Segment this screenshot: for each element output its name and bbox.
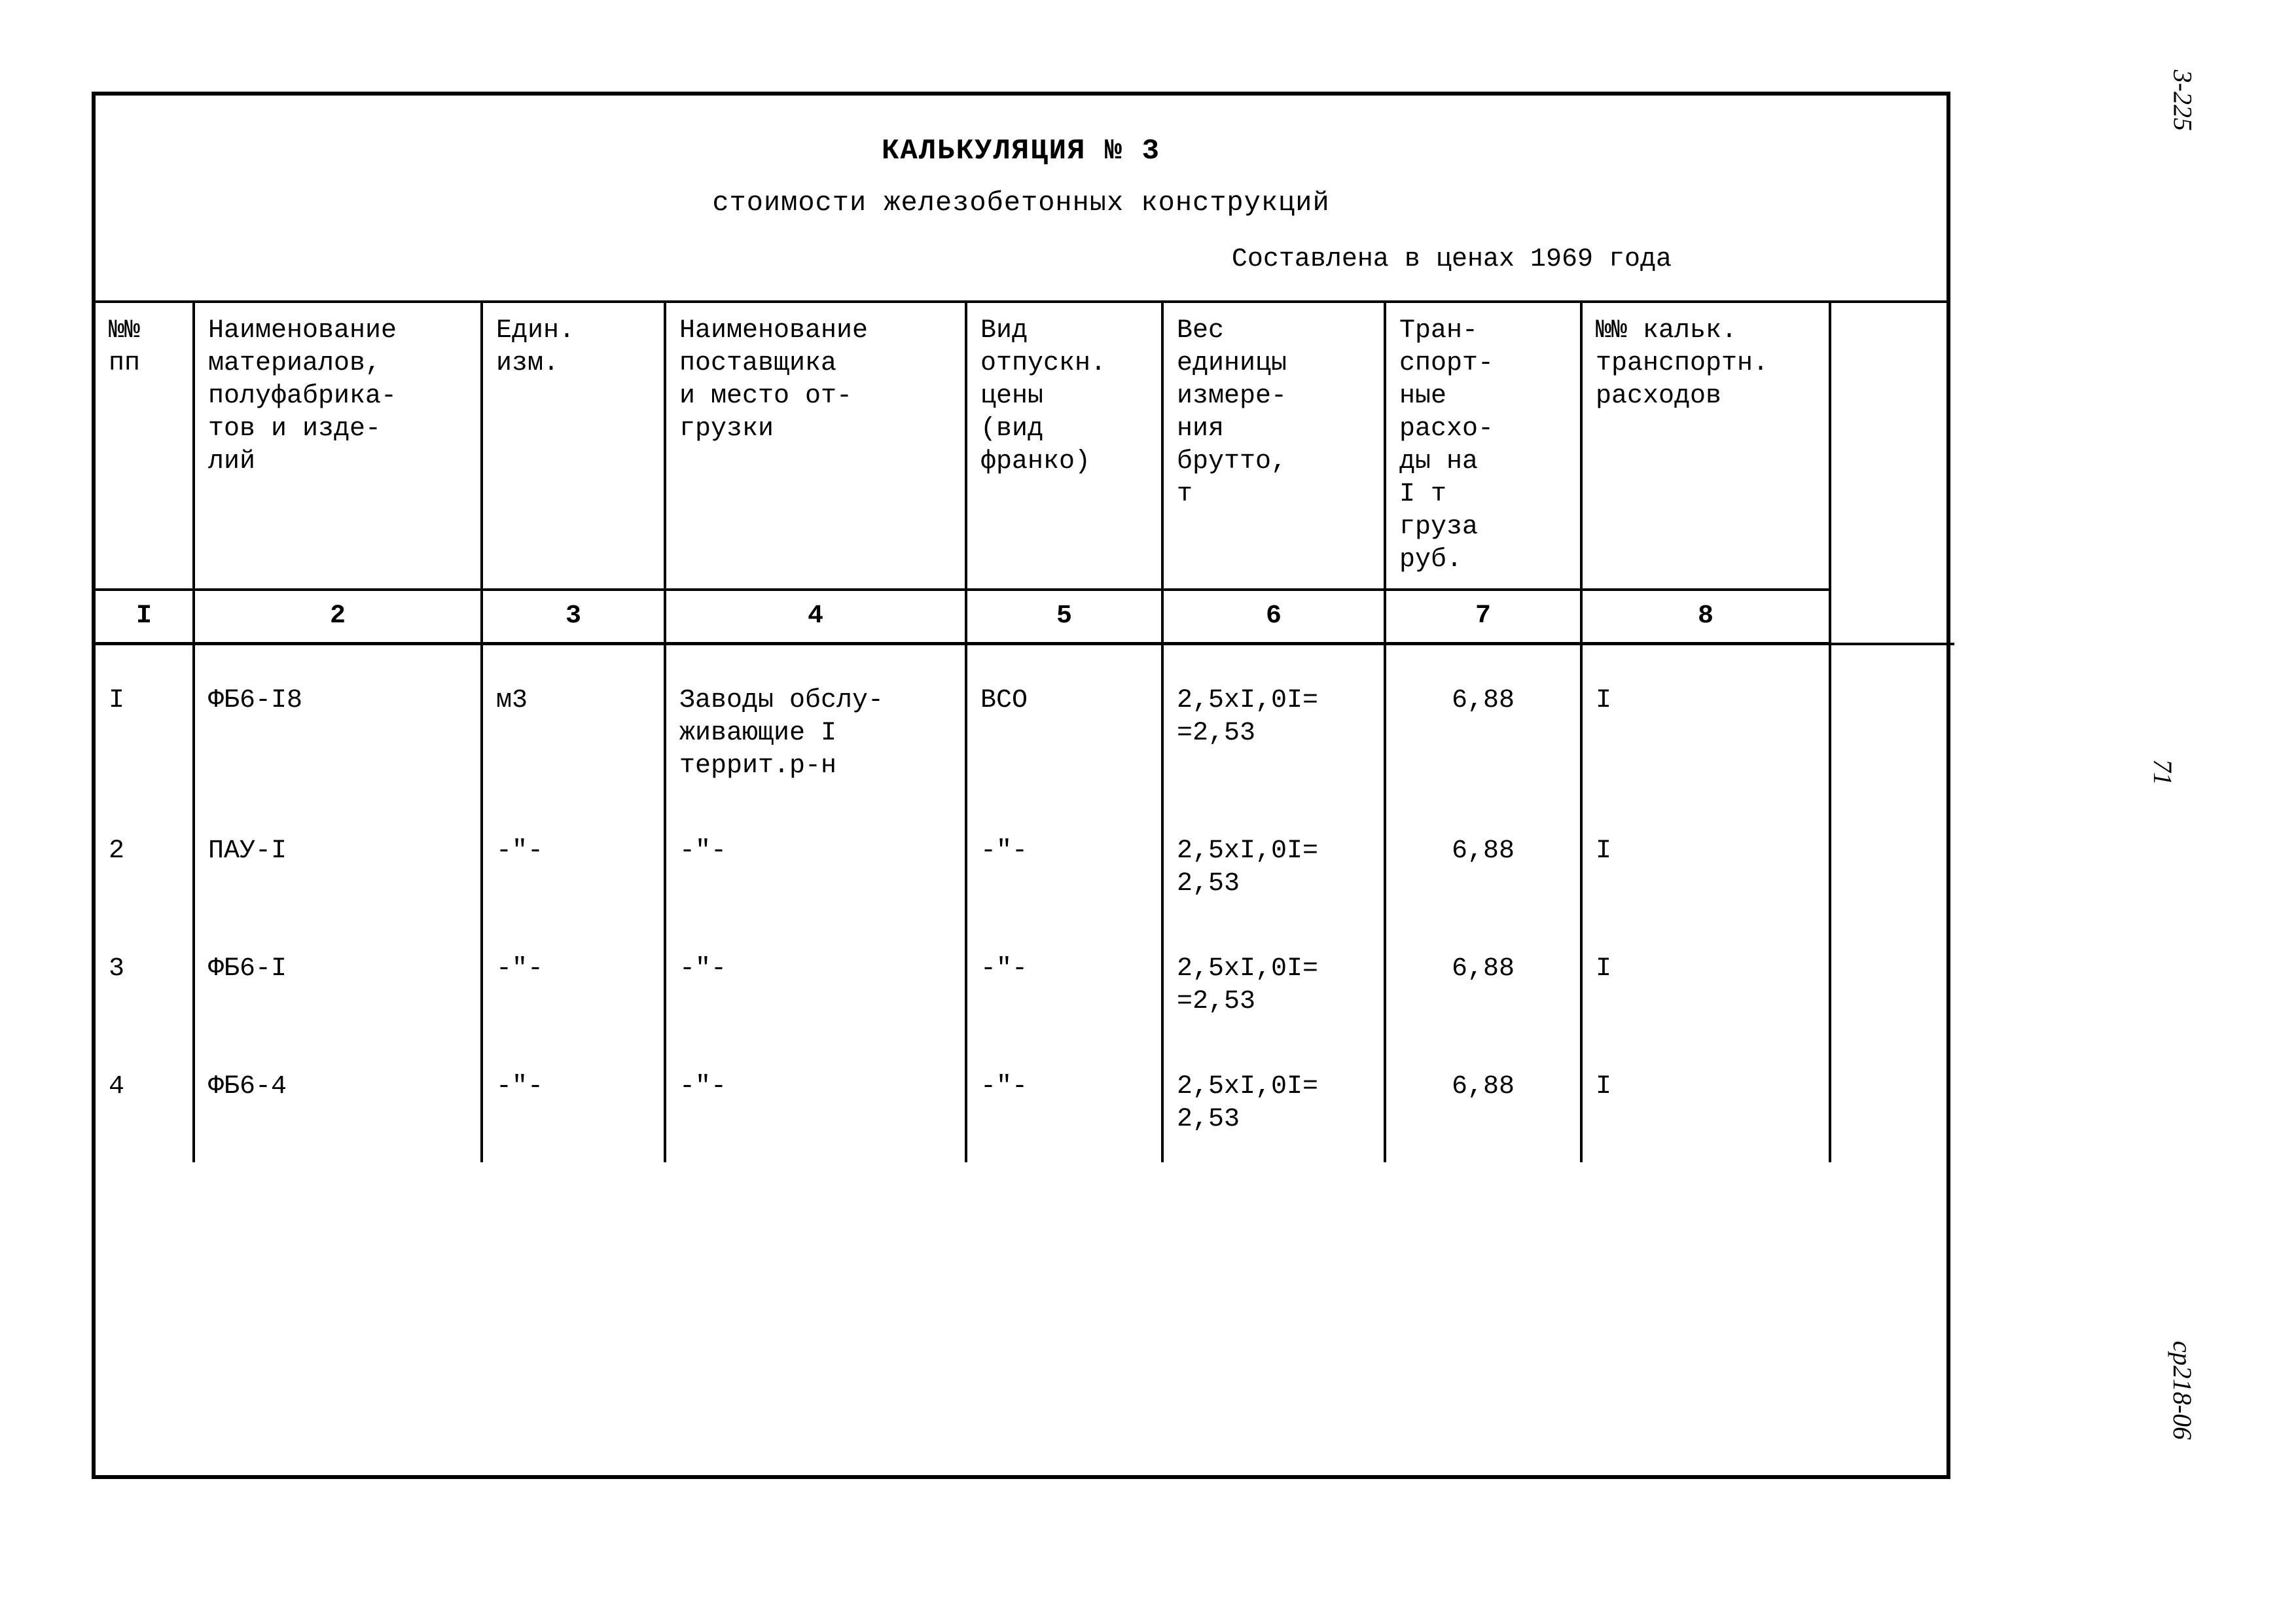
col-header-3: Един.изм. (482, 303, 665, 590)
cell-r2-c3: -"- (482, 809, 665, 927)
cell-r1-c1: I (96, 644, 194, 810)
col-num-8: 8 (1581, 590, 1830, 644)
cell-r2-c1: 2 (96, 809, 194, 927)
table-row: 4 ФБ6-4 -"- -"- -"- 2,5хІ,0І=2,53 6,88 І (96, 1044, 1954, 1162)
table-header-row: №№пп Наименованиематериалов,полуфабрика-… (96, 303, 1954, 590)
cell-r3-c7: 6,88 (1385, 927, 1581, 1044)
cell-r3-c3: -"- (482, 927, 665, 1044)
cell-r1-c8: І (1581, 644, 1830, 810)
cell-r3-c8: І (1581, 927, 1830, 1044)
col-header-4: Наименованиепоставщикаи место от-грузки (665, 303, 966, 590)
cell-r4-c8: І (1581, 1044, 1830, 1162)
cell-r4-c5: -"- (966, 1044, 1162, 1162)
title-main: КАЛЬКУЛЯЦИЯ № 3 (148, 135, 1894, 168)
cell-r2-c7: 6,88 (1385, 809, 1581, 927)
cell-r1-c2: ФБ6-І8 (194, 644, 482, 810)
table-number-row: I 2 3 4 5 6 7 8 (96, 590, 1954, 644)
col-header-7: Тран-спорт-ныерасхо-ды наІ тгрузаруб. (1385, 303, 1581, 590)
col-num-1: I (96, 590, 194, 644)
margin-note-mid: 71 (2147, 759, 2178, 785)
calculation-table: №№пп Наименованиематериалов,полуфабрика-… (96, 303, 1954, 1162)
cell-r2-c4: -"- (665, 809, 966, 927)
cell-r4-c2: ФБ6-4 (194, 1044, 482, 1162)
cell-r2-c5: -"- (966, 809, 1162, 927)
col-header-6: Весединицыизмере-ниябрутто,т (1162, 303, 1385, 590)
table-row: 2 ПАУ-І -"- -"- -"- 2,5хІ,0І=2,53 6,88 І (96, 809, 1954, 927)
cell-r4-c6: 2,5хІ,0І=2,53 (1162, 1044, 1385, 1162)
document-header: КАЛЬКУЛЯЦИЯ № 3 стоимости железобетонных… (96, 96, 1946, 303)
cell-r1-c5: ВСО (966, 644, 1162, 810)
table-row: I ФБ6-І8 м3 Заводы обслу-живающие Ітерри… (96, 644, 1954, 810)
cell-r3-c6: 2,5хІ,0І==2,53 (1162, 927, 1385, 1044)
date-note: Составлена в ценах 1969 года (148, 245, 1894, 274)
margin-note-top: 3-225 (2167, 70, 2198, 131)
margin-note-bottom: ср218-06 (2167, 1341, 2198, 1440)
col-num-7: 7 (1385, 590, 1581, 644)
col-num-2: 2 (194, 590, 482, 644)
cell-r3-c2: ФБ6-І (194, 927, 482, 1044)
col-num-5: 5 (966, 590, 1162, 644)
cell-r1-c7: 6,88 (1385, 644, 1581, 810)
col-num-6: 6 (1162, 590, 1385, 644)
document-frame: КАЛЬКУЛЯЦИЯ № 3 стоимости железобетонных… (92, 92, 1950, 1479)
cell-r4-c7: 6,88 (1385, 1044, 1581, 1162)
cell-r1-c6: 2,5хІ,0І==2,53 (1162, 644, 1385, 810)
col-header-1: №№пп (96, 303, 194, 590)
cell-r2-c6: 2,5хІ,0І=2,53 (1162, 809, 1385, 927)
cell-r1-c4: Заводы обслу-живающие Ітеррит.р-н (665, 644, 966, 810)
table-wrapper: №№пп Наименованиематериалов,полуфабрика-… (96, 303, 1946, 1162)
col-margin-blank (1830, 303, 1954, 644)
col-num-3: 3 (482, 590, 665, 644)
cell-r1-c3: м3 (482, 644, 665, 810)
cell-r2-c2: ПАУ-І (194, 809, 482, 927)
cell-r4-c4: -"- (665, 1044, 966, 1162)
cell-r3-c4: -"- (665, 927, 966, 1044)
col-header-2: Наименованиематериалов,полуфабрика-тов и… (194, 303, 482, 590)
cell-r2-c8: І (1581, 809, 1830, 927)
cell-r4-c3: -"- (482, 1044, 665, 1162)
col-num-4: 4 (665, 590, 966, 644)
cell-r3-c5: -"- (966, 927, 1162, 1044)
cell-r3-c1: 3 (96, 927, 194, 1044)
title-sub: стоимости железобетонных конструкций (148, 187, 1894, 219)
col-header-8: №№ кальк.транспортн.расходов (1581, 303, 1830, 590)
cell-r4-c1: 4 (96, 1044, 194, 1162)
table-row: 3 ФБ6-І -"- -"- -"- 2,5хІ,0І==2,53 6,88 … (96, 927, 1954, 1044)
col-header-5: Видотпускн.цены(видфранко) (966, 303, 1162, 590)
